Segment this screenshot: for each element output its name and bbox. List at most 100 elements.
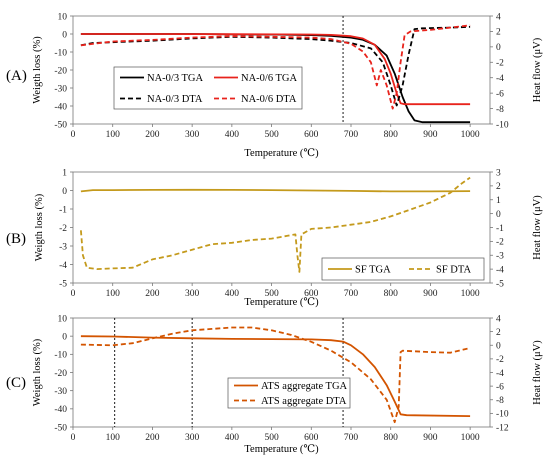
y2-tick-label: -8 [496,396,504,406]
y-tick-label: 0 [62,332,67,342]
legend-label: ATS aggregate DTA [261,396,347,407]
y-tick-label: -20 [54,369,67,379]
y2-tick-label: 4 [496,314,501,324]
legend-box [227,377,351,409]
x-tick-label: 600 [304,130,319,140]
x-tick-label: 100 [106,433,121,443]
chart-panel-2: 0 100 200 300 400 500 600 700 800 900 1000 1 0 -1 -2 -3… [6,168,543,308]
legend-box [113,66,303,110]
legend-label: NA-0/3 DTA [147,94,203,105]
y2-tick-label: -8 [496,105,504,115]
x-tick-label: 0 [71,130,76,140]
legend-label: NA-0/6 DTA [241,94,297,105]
plot-frame [72,317,491,428]
series-line-sf-dta [80,176,471,273]
y-tick-label: -40 [54,102,67,112]
y-axis-label: Weigth loss (%) [32,36,43,104]
y-tick-label: 10 [58,12,68,22]
y-tick-label: -30 [54,387,67,397]
x-tick-label: 500 [264,289,279,299]
x-tick-label: 900 [423,433,438,443]
x-tick-label: 400 [225,130,240,140]
y-tick-label: -30 [54,84,67,94]
x-tick-label: 200 [145,433,160,443]
series-line-na-0-6-dta [80,24,471,110]
y2-tick-label: -1 [496,224,504,234]
y2-tick-label: -4 [496,265,504,275]
y-tick-label: -10 [54,48,67,58]
y2-tick-label: -2 [496,238,504,248]
series-line-na-0-6-tga [80,33,471,106]
legend: ATS aggregate TGA ATS aggregate DTA [227,377,351,409]
y2-tick-label: -4 [496,74,504,84]
x-tick-label: 400 [225,289,240,299]
x-tick-label: 500 [264,130,279,140]
y2-tick-label: 2 [496,328,501,338]
y-tick-label: -4 [59,261,67,271]
y2-axis-label: Heat flow (μV) [532,195,543,260]
x-tick-label: 1000 [461,130,480,140]
x-tick-label: 900 [423,130,438,140]
y-tick-label: -40 [54,405,67,415]
x-axis-label: Temperature (℃) [244,297,319,308]
chart-panel-3: 0 100 200 300 400 500 600 700 800 900 1000100-10-2… [6,314,543,455]
panel-label: (C) [6,375,26,391]
x-tick-label: 0 [71,433,76,443]
x-tick-label: 0 [71,289,76,299]
x-tick-label: 1000 [461,289,480,299]
x-tick-label: 300 [185,289,200,299]
y2-tick-label: -4 [496,369,504,379]
x-tick-label: 700 [344,433,359,443]
series-line-ats-aggregate-dta [80,326,471,424]
y2-tick-label: -6 [496,89,504,99]
y2-tick-label: -10 [496,120,509,130]
y-tick-label: -50 [54,423,67,433]
y-axis-label: Weigth loss (%) [34,193,45,261]
x-tick-label: 700 [344,289,359,299]
y-tick-label: -5 [59,279,67,289]
y2-axis-label: Heat flow (μV) [532,340,543,405]
chart-panel-1: 0 100 200 300 400 500 600 700 800 900 1000100-10-2… [6,12,543,159]
series-line-sf-tga [80,188,471,193]
x-tick-label: 300 [185,433,200,443]
y-tick-label: 10 [58,314,68,324]
y2-tick-label: -2 [496,355,504,365]
y2-tick-label: -12 [496,423,509,433]
y-tick-label: -2 [59,224,67,234]
y2-tick-label: -2 [496,59,504,69]
x-tick-label: 100 [106,289,121,299]
x-tick-label: 800 [384,289,399,299]
x-tick-label: 1000 [461,433,480,443]
series-line-ats-aggregate-tga [80,335,471,417]
x-tick-label: 800 [384,130,399,140]
y2-tick-label: 0 [496,43,501,53]
y-tick-label: -20 [54,66,67,76]
x-axis-label: Temperature (℃) [244,444,319,455]
legend-label: NA-0/6 TGA [241,73,298,84]
y-tick-label: -50 [54,120,67,130]
y-axis-label: Weigth loss (%) [32,338,43,406]
legend-label: SF TGA [355,265,391,276]
x-tick-label: 700 [344,130,359,140]
y2-tick-label: 2 [496,28,501,38]
x-tick-label: 900 [423,289,438,299]
legend-box [321,257,485,281]
y2-tick-label: 0 [496,342,501,352]
y2-tick-label: 4 [496,12,501,22]
x-tick-label: 600 [304,289,319,299]
y-tick-label: -10 [54,351,67,361]
x-tick-label: 400 [225,433,240,443]
y2-tick-label: 1 [496,196,501,206]
x-tick-label: 500 [264,433,279,443]
y-tick-label: -3 [59,242,67,252]
x-axis-label: Temperature (℃) [244,148,319,159]
legend-label: ATS aggregate TGA [261,381,348,392]
legend: SF TGA SF DTA [321,257,485,281]
legend-label: SF DTA [436,265,471,276]
y-tick-label: 1 [62,168,67,178]
y-tick-label: 0 [62,30,67,40]
y2-tick-label: 3 [496,168,501,178]
y2-tick-label: -5 [496,279,504,289]
y2-tick-label: -10 [496,410,509,420]
